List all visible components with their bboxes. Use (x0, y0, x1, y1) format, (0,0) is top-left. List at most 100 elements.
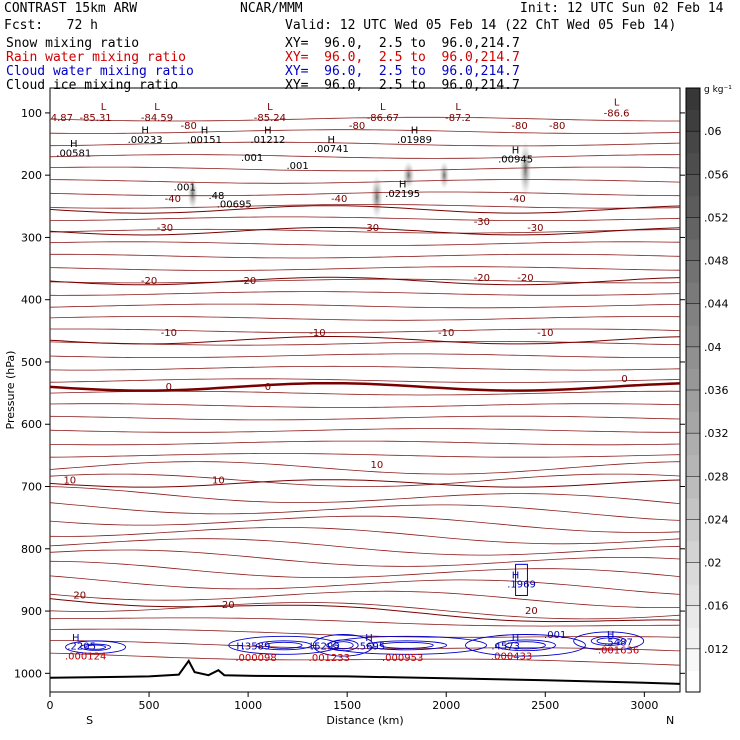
temperature-label: -20 (474, 273, 490, 284)
cloud-water-contour (366, 640, 448, 651)
colorbar-step (686, 239, 700, 262)
snow-label: L (267, 102, 273, 113)
cloud-water-label: H (512, 571, 520, 582)
snow-label: L (101, 102, 107, 113)
snow-label: L (455, 102, 461, 113)
temperature-label: -85.31 (79, 113, 111, 124)
isotherm-labeled (49, 381, 681, 392)
temperature-label: -30 (474, 217, 490, 228)
colorbar-step (686, 433, 700, 456)
colorbar-tick-label: .048 (704, 255, 729, 268)
isotherm (50, 216, 681, 221)
colorbar-tick-label: .032 (704, 427, 729, 440)
isotherm (49, 303, 681, 309)
colorbar-step (686, 152, 700, 175)
field-snow-xy: XY= 96.0, 2.5 to 96.0,214.7 (285, 36, 520, 51)
temperature-label: 0 (265, 382, 271, 393)
cloud-water-contour (573, 631, 645, 651)
snow-shade (370, 174, 383, 219)
colorbar-step (686, 303, 700, 326)
isotherm (49, 590, 681, 608)
rain-label: .001233 (309, 653, 350, 664)
init-time: Init: 12 UTC Sun 02 Feb 14 (520, 1, 724, 16)
colorbar: .06 .056 .052 .048 .044 .04 .036 .032 .028 .024 .0… (685, 85, 732, 693)
temperature-label: -40 (509, 194, 525, 205)
temperature-label: -20 (517, 273, 533, 284)
cloud-water-label: H (512, 633, 520, 644)
colorbar-step (686, 454, 700, 477)
temperature-label: -40 (331, 194, 347, 205)
direction-south: S (86, 714, 93, 727)
isotherm (49, 560, 681, 578)
chart-title: CONTRAST 15km ARW (4, 1, 138, 16)
cloud-water-label: .5695 (357, 642, 386, 653)
temperature-label: 0 (621, 374, 627, 385)
cloud-water-contour (80, 643, 112, 651)
isotherm (49, 403, 681, 408)
terrain-surface (49, 659, 681, 685)
colorbar-step (686, 519, 700, 542)
snow-label: .001 (241, 153, 263, 164)
temperature-label: -30 (527, 223, 543, 234)
snow-label: .01212 (250, 135, 285, 146)
isotherm (49, 602, 681, 620)
x-tick-label: 3000 (630, 699, 658, 712)
snow-label: .00151 (187, 135, 222, 146)
temperature-label: -10 (438, 328, 454, 339)
isotherm-labeled (49, 479, 681, 488)
colorbar-step (686, 497, 700, 520)
isotherm-labeled (49, 336, 681, 345)
direction-north: N (666, 714, 674, 727)
isotherm (49, 428, 680, 433)
isotherm (49, 617, 681, 627)
temperature-label: 10 (371, 460, 384, 471)
snow-label: .001 (174, 183, 196, 194)
x-tick-label: 1500 (333, 699, 361, 712)
colorbar-tick-label: .024 (704, 513, 729, 526)
field-cloudice-name: Cloud ice mixing ratio (6, 78, 179, 93)
rain-label: .000433 (491, 652, 532, 663)
isotherm (49, 116, 680, 122)
temperature-label: 20 (525, 606, 538, 617)
y-tick-label: 700 (21, 481, 42, 494)
temperature-label: 20 (222, 600, 235, 611)
colorbar-tick-label: .012 (704, 643, 729, 656)
colorbar-tick-label: .044 (704, 298, 729, 311)
snow-shade (439, 161, 450, 190)
colorbar-step (686, 605, 700, 628)
field-cloudwater-xy: XY= 96.0, 2.5 to 96.0,214.7 (285, 64, 520, 79)
cloud-water-label: .001 (544, 630, 566, 641)
isotherm (49, 365, 681, 371)
snow-label: .00581 (56, 148, 91, 159)
cloud-water-contour (590, 635, 627, 646)
isotherm (49, 166, 681, 172)
rain-label: .000124 (65, 652, 106, 663)
temperature-label: 4.87 (51, 113, 73, 124)
temperature-label: 10 (212, 475, 225, 486)
isotherm (49, 575, 681, 595)
snow-shade (187, 177, 198, 210)
x-tick-label: 2500 (531, 699, 559, 712)
colorbar-step (686, 109, 700, 132)
y-tick-label: 800 (21, 543, 42, 556)
snow-label: .00741 (314, 144, 349, 155)
colorbar-step (686, 131, 700, 154)
temperature-label: -86.6 (604, 109, 630, 120)
cloud-mixing-contours (65, 563, 645, 657)
temperature-label: -30 (157, 223, 173, 234)
colorbar-step (686, 390, 700, 413)
isotherm (49, 291, 681, 296)
isotherm (49, 228, 681, 234)
temperature-label: -80 (549, 121, 565, 132)
snow-label: .00695 (217, 200, 252, 211)
colorbar-tick-label: .04 (704, 341, 722, 354)
colorbar-step (686, 670, 700, 693)
isotherm (49, 453, 681, 458)
x-tick-label: 2000 (432, 699, 460, 712)
isotherm (49, 154, 681, 159)
y-tick-label: 900 (21, 605, 42, 618)
colorbar-step (686, 562, 700, 585)
temperature-label: 20 (73, 591, 86, 602)
